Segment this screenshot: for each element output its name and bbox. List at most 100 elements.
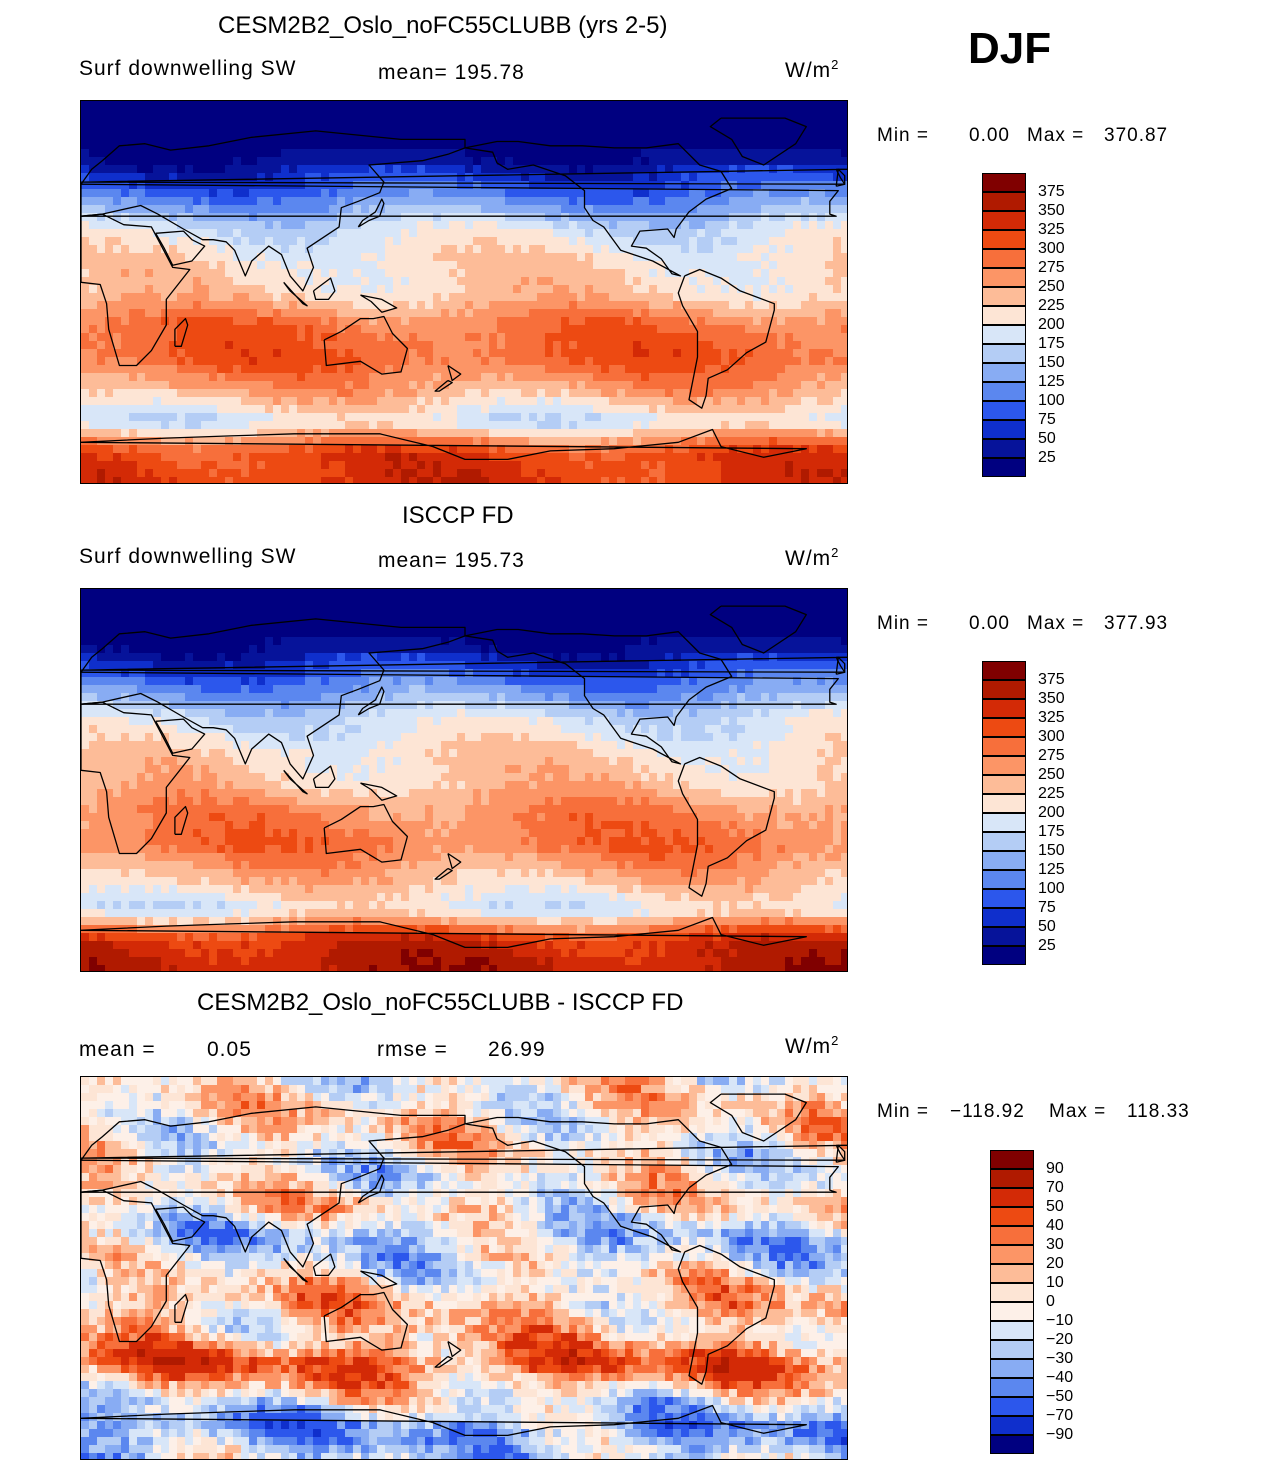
field-cell	[81, 101, 90, 110]
field-cell	[497, 181, 506, 190]
field-cell	[265, 445, 274, 454]
field-cell	[705, 461, 714, 470]
field-cell	[217, 133, 226, 142]
field-cell	[257, 213, 266, 222]
field-cell	[321, 597, 330, 606]
field-cell	[825, 285, 834, 294]
field-cell	[281, 197, 290, 206]
field-cell	[529, 357, 538, 366]
field-cell	[801, 333, 810, 342]
field-cell	[697, 205, 706, 214]
field-cell	[241, 197, 250, 206]
field-cell	[481, 277, 490, 286]
field-cell	[137, 229, 146, 238]
field-cell	[641, 125, 650, 134]
field-cell	[329, 421, 338, 430]
field-cell	[257, 205, 266, 214]
field-cell	[233, 421, 242, 430]
field-cell	[121, 597, 130, 606]
field-cell	[665, 269, 674, 278]
field-cell	[121, 357, 130, 366]
field-cell	[825, 117, 834, 126]
field-cell	[81, 189, 90, 198]
field-cell	[737, 109, 746, 118]
field-cell	[193, 357, 202, 366]
field-cell	[569, 213, 578, 222]
field-cell	[281, 597, 290, 606]
field-cell	[193, 109, 202, 118]
field-cell	[833, 397, 842, 406]
field-cell	[745, 165, 754, 174]
field-cell	[249, 245, 258, 254]
field-cell	[417, 589, 426, 598]
field-cell	[161, 413, 170, 422]
field-cell	[489, 125, 498, 134]
field-cell	[241, 605, 250, 614]
field-cell	[793, 101, 802, 110]
field-cell	[201, 461, 210, 470]
field-cell	[441, 101, 450, 110]
field-cell	[321, 333, 330, 342]
field-cell	[441, 149, 450, 158]
field-cell	[145, 269, 154, 278]
field-cell	[761, 117, 770, 126]
field-cell	[721, 133, 730, 142]
field-cell	[841, 341, 847, 350]
field-cell	[201, 341, 210, 350]
field-cell	[281, 149, 290, 158]
field-cell	[337, 365, 346, 374]
field-cell	[417, 421, 426, 430]
field-cell	[145, 397, 154, 406]
field-cell	[689, 413, 698, 422]
field-cell	[289, 349, 298, 358]
field-cell	[145, 373, 154, 382]
field-cell	[649, 117, 658, 126]
field-cell	[209, 109, 218, 118]
field-cell	[121, 245, 130, 254]
field-cell	[577, 237, 586, 246]
field-cell	[537, 125, 546, 134]
field-cell	[97, 133, 106, 142]
field-cell	[321, 293, 330, 302]
field-cell	[97, 269, 106, 278]
field-cell	[729, 309, 738, 318]
coastline	[464, 140, 733, 277]
field-cell	[257, 461, 266, 470]
field-cell	[529, 229, 538, 238]
field-cell	[89, 397, 98, 406]
field-cell	[809, 589, 818, 598]
field-cell	[753, 229, 762, 238]
field-cell	[489, 405, 498, 414]
field-cell	[329, 101, 338, 110]
field-cell	[697, 261, 706, 270]
field-cell	[841, 309, 847, 318]
field-cell	[289, 413, 298, 422]
field-cell	[777, 333, 786, 342]
field-cell	[177, 133, 186, 142]
field-cell	[785, 205, 794, 214]
field-cell	[417, 365, 426, 374]
field-cell	[513, 325, 522, 334]
field-cell	[185, 597, 194, 606]
field-cell	[713, 237, 722, 246]
field-cell	[145, 165, 154, 174]
field-cell	[105, 229, 114, 238]
field-cell	[545, 189, 554, 198]
field-cell	[337, 445, 346, 454]
field-cell	[473, 381, 482, 390]
field-cell	[193, 477, 202, 483]
field-cell	[193, 421, 202, 430]
field-cell	[153, 325, 162, 334]
field-cell	[817, 101, 826, 110]
field-cell	[465, 445, 474, 454]
field-cell	[113, 285, 122, 294]
field-cell	[121, 477, 130, 483]
field-cell	[753, 589, 762, 598]
field-cell	[593, 413, 602, 422]
field-cell	[129, 213, 138, 222]
field-cell	[761, 597, 770, 606]
field-cell	[745, 173, 754, 182]
field-cell	[113, 117, 122, 126]
field-cell	[409, 141, 418, 150]
field-cell	[417, 373, 426, 382]
